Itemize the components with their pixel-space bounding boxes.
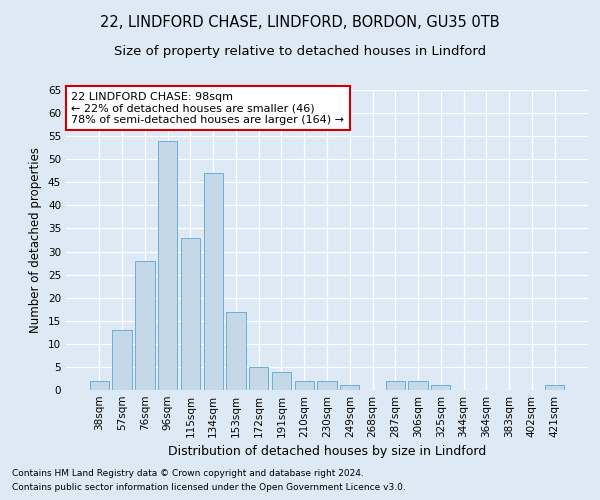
Bar [386, 381, 405, 390]
Bar [112, 330, 132, 390]
Bar [158, 141, 178, 390]
Bar [226, 312, 245, 390]
Bar [431, 386, 451, 390]
Text: 22 LINDFORD CHASE: 98sqm
← 22% of detached houses are smaller (46)
78% of semi-d: 22 LINDFORD CHASE: 98sqm ← 22% of detach… [71, 92, 344, 124]
Bar [249, 367, 268, 390]
Text: 22, LINDFORD CHASE, LINDFORD, BORDON, GU35 0TB: 22, LINDFORD CHASE, LINDFORD, BORDON, GU… [100, 15, 500, 30]
Text: Size of property relative to detached houses in Lindford: Size of property relative to detached ho… [114, 45, 486, 58]
Text: Contains public sector information licensed under the Open Government Licence v3: Contains public sector information licen… [12, 484, 406, 492]
Bar [295, 381, 314, 390]
Bar [409, 381, 428, 390]
Bar [181, 238, 200, 390]
Bar [317, 381, 337, 390]
Bar [340, 386, 359, 390]
Bar [272, 372, 291, 390]
X-axis label: Distribution of detached houses by size in Lindford: Distribution of detached houses by size … [168, 446, 486, 458]
Y-axis label: Number of detached properties: Number of detached properties [29, 147, 43, 333]
Bar [135, 261, 155, 390]
Bar [90, 381, 109, 390]
Bar [203, 173, 223, 390]
Bar [545, 386, 564, 390]
Text: Contains HM Land Registry data © Crown copyright and database right 2024.: Contains HM Land Registry data © Crown c… [12, 468, 364, 477]
